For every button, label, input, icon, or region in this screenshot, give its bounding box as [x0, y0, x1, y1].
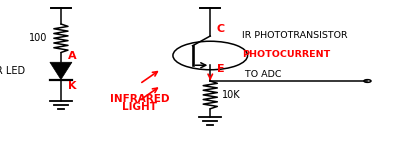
Text: A: A [68, 51, 77, 61]
Text: 10K: 10K [222, 90, 241, 100]
Text: +5V: +5V [200, 0, 220, 2]
Text: INFRARED: INFRARED [110, 93, 169, 104]
Text: +5V: +5V [51, 0, 71, 2]
Text: LIGHT: LIGHT [122, 102, 157, 112]
Text: PHOTOCURRENT: PHOTOCURRENT [242, 50, 330, 59]
Text: C: C [217, 24, 225, 34]
Text: K: K [68, 81, 77, 91]
Text: IR LED: IR LED [0, 66, 26, 76]
Text: E: E [217, 64, 224, 74]
Polygon shape [50, 62, 72, 80]
Text: TO ADC: TO ADC [242, 70, 281, 79]
Text: IR PHOTOTRANSISTOR: IR PHOTOTRANSISTOR [242, 32, 347, 40]
Text: 100: 100 [29, 33, 47, 43]
